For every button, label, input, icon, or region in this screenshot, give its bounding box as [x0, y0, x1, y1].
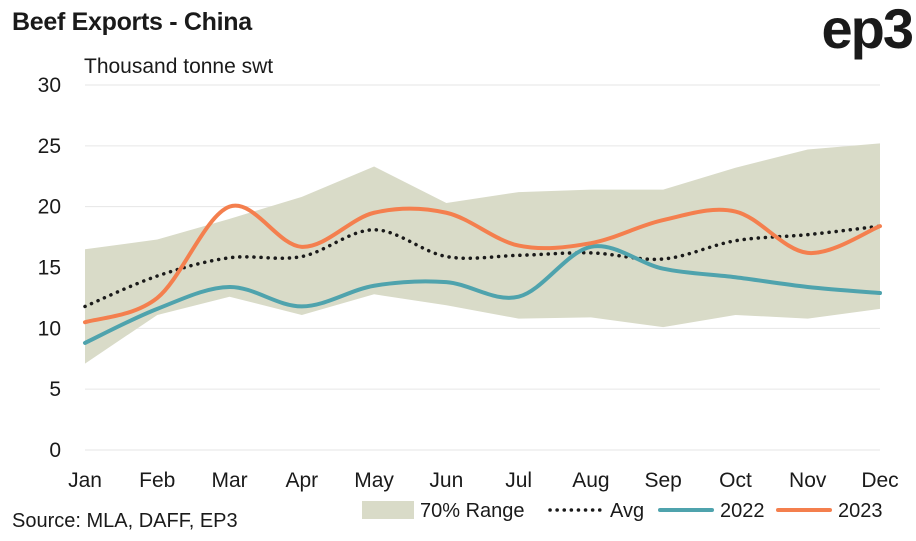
y-tick-label: 30 — [38, 74, 61, 97]
x-tick-label: Jun — [429, 469, 463, 492]
x-tick-label: May — [354, 469, 394, 492]
legend-label-2023: 2023 — [838, 500, 883, 522]
y-tick-label: 5 — [49, 378, 61, 401]
x-tick-label: Jul — [505, 469, 532, 492]
series-line-2023 — [83, 203, 882, 325]
legend: 70% Range Avg 2022 2023 — [362, 500, 883, 522]
axis-labels: 0 5 10 15 20 25 30 Jan Feb Mar Apr May Jun Jul Aug Sep O… — [38, 74, 899, 492]
series-line-2022 — [83, 244, 882, 345]
y-tick-label: 15 — [38, 257, 61, 280]
x-tick-label: Mar — [211, 469, 247, 492]
legend-label-avg: Avg — [610, 500, 644, 522]
x-tick-label: Sep — [644, 469, 681, 492]
series-line-avg — [83, 224, 882, 309]
legend-label-range: 70% Range — [420, 500, 525, 522]
x-tick-label: Aug — [572, 469, 609, 492]
range-band-area — [85, 143, 880, 364]
y-tick-label: 25 — [38, 135, 61, 158]
x-tick-label: Feb — [139, 469, 175, 492]
x-tick-label: Jan — [68, 469, 102, 492]
x-tick-label: Dec — [861, 469, 898, 492]
series-layer — [83, 203, 882, 345]
x-tick-label: Oct — [719, 469, 752, 492]
source-note: Source: MLA, DAFF, EP3 — [12, 510, 238, 532]
y-tick-label: 20 — [38, 196, 61, 219]
y-tick-label: 0 — [49, 439, 61, 462]
range-band-layer — [85, 143, 880, 364]
y-tick-label: 10 — [38, 317, 61, 340]
y-axis-unit-label: Thousand tonne swt — [84, 55, 274, 78]
legend-swatch-range — [362, 501, 414, 519]
ep3-logo: ep3 — [821, 0, 914, 60]
legend-label-2022: 2022 — [720, 500, 765, 522]
chart-title: Beef Exports - China — [12, 8, 252, 36]
x-tick-label: Nov — [789, 469, 827, 492]
x-tick-label: Apr — [285, 469, 318, 492]
